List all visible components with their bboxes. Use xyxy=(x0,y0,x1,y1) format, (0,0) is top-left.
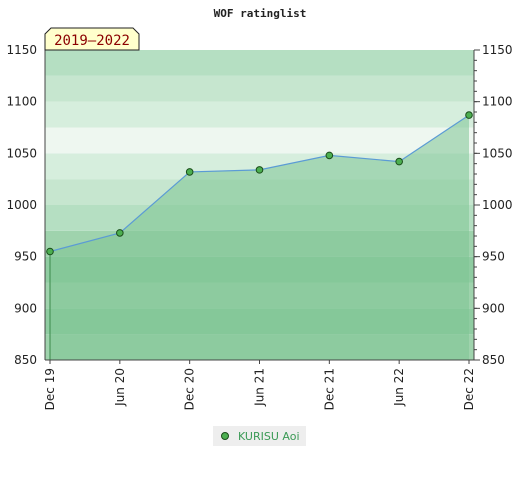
y-tick-label-right: 1150 xyxy=(482,43,513,57)
y-tick-label-right: 850 xyxy=(482,353,505,367)
axes: 850 850 900 900 950 950 1000 1000 1050 1050 1100 11… xyxy=(6,43,512,410)
points xyxy=(46,111,473,256)
x-tick-label: Dec 21 xyxy=(322,368,336,410)
series-area xyxy=(50,115,469,360)
y-tick-label-left: 950 xyxy=(14,250,37,264)
y-tick-label-right: 900 xyxy=(482,301,505,315)
year-badge: 2019–2022 xyxy=(44,27,140,51)
data-point[interactable] xyxy=(46,247,54,256)
chart-title: WOF ratinglist xyxy=(214,7,307,20)
data-point[interactable] xyxy=(325,151,334,160)
y-tick-label-left: 1150 xyxy=(6,43,37,57)
x-tick-label: Dec 20 xyxy=(183,368,197,410)
background-band xyxy=(45,50,474,76)
badge-label: 2019–2022 xyxy=(54,33,130,49)
data-point[interactable] xyxy=(395,157,403,166)
background-band xyxy=(45,127,474,154)
y-tick-label-left: 850 xyxy=(14,353,37,367)
x-tick-label: Jun 22 xyxy=(392,368,406,407)
background-band xyxy=(45,101,474,128)
x-tick-label: Jun 20 xyxy=(113,368,127,407)
y-tick-label-left: 1100 xyxy=(6,95,37,109)
legend-marker xyxy=(221,432,229,440)
data-point[interactable] xyxy=(116,229,124,237)
y-tick-label-right: 1100 xyxy=(482,95,513,109)
y-tick-label-right: 950 xyxy=(482,250,505,264)
legend-box xyxy=(213,426,306,446)
legend-label: KURISU Aoi xyxy=(238,430,300,443)
x-tick-label: Jun 21 xyxy=(253,368,267,407)
background-band xyxy=(45,75,474,102)
y-tick-label-left: 1050 xyxy=(6,146,37,160)
y-tick-label-right: 1050 xyxy=(482,146,513,160)
x-tick-label: Dec 22 xyxy=(462,368,476,410)
y-tick-label-left: 900 xyxy=(14,301,37,315)
data-point[interactable] xyxy=(185,168,194,176)
y-tick-label-left: 1000 xyxy=(6,198,37,212)
data-point[interactable] xyxy=(255,166,264,174)
y-tick-label-right: 1000 xyxy=(482,198,513,212)
data-point[interactable] xyxy=(465,111,473,119)
x-tick-label: Dec 19 xyxy=(43,368,57,410)
legend: KURISU Aoi xyxy=(213,426,306,446)
